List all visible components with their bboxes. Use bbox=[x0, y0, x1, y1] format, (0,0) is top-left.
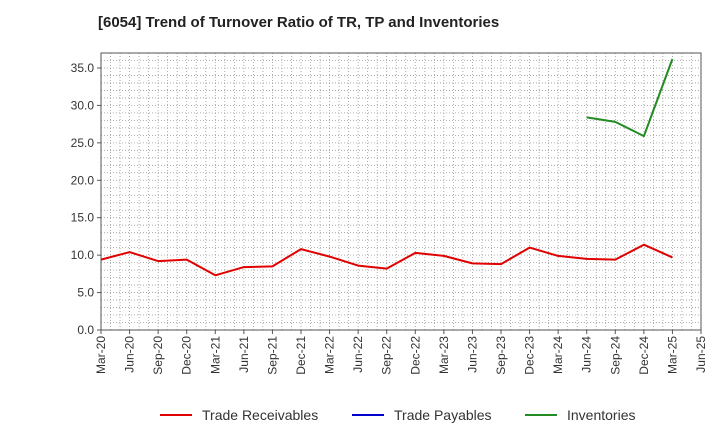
x-tick-label: Dec-24 bbox=[637, 336, 651, 375]
axis-layer: 0.0 5.0 10.0 15.0 20.0 25.0 30.0 35.0 Mar-20 Jun-… bbox=[71, 52, 708, 375]
series-layer bbox=[100, 58, 674, 277]
y-tick-label: 25.0 bbox=[71, 136, 95, 150]
grid-layer bbox=[100, 52, 702, 331]
legend: Trade Receivables Trade Payables Invento… bbox=[0, 404, 720, 426]
y-tick-label: 20.0 bbox=[71, 173, 95, 187]
x-tick-label: Dec-23 bbox=[523, 336, 537, 375]
legend-label-inventories: Inventories bbox=[567, 407, 636, 423]
x-tick-label: Mar-22 bbox=[323, 336, 337, 374]
x-tick-label: Jun-25 bbox=[694, 336, 708, 373]
legend-label-trade-receivables: Trade Receivables bbox=[202, 407, 319, 423]
x-tick-label: Sep-22 bbox=[380, 336, 394, 375]
legend-item-trade-receivables: Trade Receivables bbox=[160, 404, 318, 426]
series-line-inventories bbox=[586, 58, 674, 138]
plot-background bbox=[101, 53, 701, 330]
chart-title: [6054] Trend of Turnover Ratio of TR, TP… bbox=[98, 14, 500, 31]
x-tick-label: Jun-20 bbox=[123, 336, 137, 373]
plot-frame bbox=[100, 52, 702, 331]
x-tick-label: Dec-20 bbox=[180, 336, 194, 375]
x-tick-label: Sep-24 bbox=[608, 336, 622, 375]
y-tick-label: 30.0 bbox=[71, 98, 95, 112]
x-tick-label: Jun-24 bbox=[580, 336, 594, 373]
x-tick-label: Jun-21 bbox=[237, 336, 251, 373]
y-tick-label: 0.0 bbox=[77, 323, 94, 337]
legend-item-trade-payables: Trade Payables bbox=[352, 404, 492, 426]
x-tick-label: Sep-23 bbox=[494, 336, 508, 375]
x-tick-label: Mar-21 bbox=[208, 336, 222, 374]
legend-swatch-trade-receivables bbox=[160, 414, 192, 416]
legend-swatch-inventories bbox=[525, 414, 557, 416]
legend-label-trade-payables: Trade Payables bbox=[394, 407, 492, 423]
x-tick-label: Mar-23 bbox=[437, 336, 451, 374]
legend-swatch-trade-payables bbox=[352, 414, 384, 416]
y-tick-label: 35.0 bbox=[71, 61, 95, 75]
y-tick-label: 15.0 bbox=[71, 211, 95, 225]
x-tick-label: Sep-21 bbox=[265, 336, 279, 375]
x-tick-label: Jun-23 bbox=[465, 336, 479, 373]
x-tick-label: Dec-22 bbox=[408, 336, 422, 375]
y-tick-label: 10.0 bbox=[71, 248, 95, 262]
x-tick-label: Sep-20 bbox=[151, 336, 165, 375]
x-tick-label: Jun-22 bbox=[351, 336, 365, 373]
x-tick-label: Mar-24 bbox=[551, 336, 565, 374]
legend-item-inventories: Inventories bbox=[525, 404, 635, 426]
x-tick-label: Dec-21 bbox=[294, 336, 308, 375]
y-tick-label: 5.0 bbox=[77, 286, 94, 300]
series-line-trade-receivables bbox=[100, 243, 673, 277]
x-tick-label: Mar-25 bbox=[665, 336, 679, 374]
x-tick-label: Mar-20 bbox=[94, 336, 108, 374]
